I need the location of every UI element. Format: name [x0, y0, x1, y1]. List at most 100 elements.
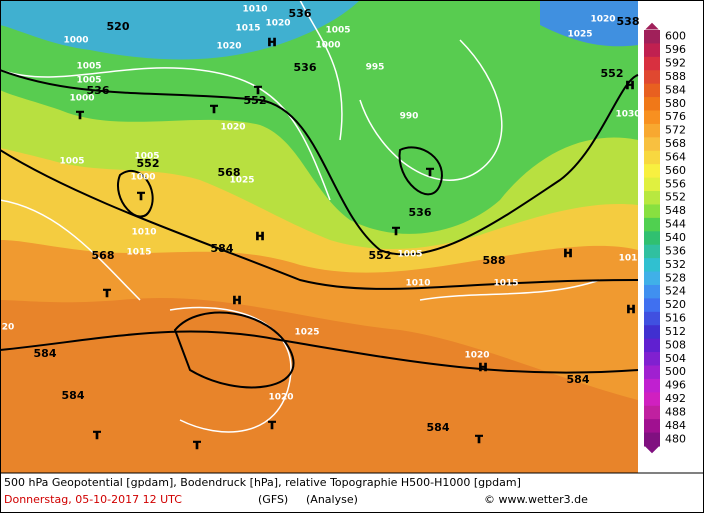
- isobar-label: 1005: [134, 152, 159, 162]
- contour-label: 588: [483, 254, 506, 267]
- colorbar-label: 540: [665, 231, 686, 244]
- contour-label: 536: [289, 7, 312, 20]
- colorbar-label: 536: [665, 244, 686, 257]
- pressure-center: H: [255, 230, 264, 243]
- isobar-label: 1005: [59, 157, 84, 167]
- isobar-label: 1000: [69, 94, 94, 104]
- isobar-label: 1020: [268, 393, 293, 403]
- colorbar-swatch: [644, 164, 660, 179]
- colorbar-label: 532: [665, 258, 686, 271]
- footer-credit: © www.wetter3.de: [484, 493, 588, 506]
- colorbar-swatch: [644, 271, 660, 286]
- contour-label: 536: [87, 84, 110, 97]
- colorbar-swatch: [644, 244, 660, 259]
- colorbar-label: 528: [665, 271, 686, 284]
- colorbar-label: 492: [665, 392, 686, 405]
- colorbar-label: 552: [665, 191, 686, 204]
- colorbar-swatch: [644, 204, 660, 219]
- colorbar-swatch: [644, 150, 660, 165]
- isobar-label: 1000: [63, 36, 88, 46]
- colorbar-label: 572: [665, 124, 686, 137]
- contour-label: 584: [62, 389, 85, 402]
- contour-label: 552: [137, 157, 160, 170]
- isobar-label: 1030: [615, 110, 640, 120]
- colorbar-swatch: [644, 432, 660, 447]
- isobar-label: 1020: [216, 42, 241, 52]
- pressure-center: H: [232, 294, 241, 307]
- isobar-label: 1015: [493, 279, 518, 289]
- colorbar-label: 588: [665, 70, 686, 83]
- colorbar-swatch: [644, 110, 660, 125]
- colorbar-label: 504: [665, 352, 686, 365]
- colorbar-label: 568: [665, 137, 686, 150]
- colorbar-swatch: [644, 177, 660, 192]
- pressure-center: T: [268, 419, 276, 432]
- isobar-label: 1020: [265, 19, 290, 29]
- contour-label: 568: [92, 249, 115, 262]
- isobar-label: 1020: [220, 123, 245, 133]
- isobar-label: 1025: [294, 328, 319, 338]
- isobar-label: 1005: [325, 26, 350, 36]
- isobars: [0, 0, 601, 433]
- contour-label: 520: [107, 20, 130, 33]
- colorbar-swatch: [644, 43, 660, 58]
- geopotential-contours: [0, 69, 639, 389]
- colorbar-swatch: [644, 338, 660, 353]
- isobar-label: 20: [2, 323, 15, 333]
- pressure-center: T: [103, 287, 111, 300]
- colorbar-label: 544: [665, 218, 686, 231]
- colorbar-swatch: [644, 231, 660, 246]
- colorbar-label: 600: [665, 30, 686, 43]
- pressure-center: T: [76, 109, 84, 122]
- colorbar-label: 512: [665, 325, 686, 338]
- pressure-center: T: [392, 225, 400, 238]
- contour-label: 584: [211, 242, 234, 255]
- isobar-label: 1000: [315, 41, 340, 51]
- pressure-center: T: [475, 433, 483, 446]
- colorbar-swatch: [644, 137, 660, 152]
- colorbar-label: 508: [665, 338, 686, 351]
- pressure-center: T: [93, 429, 101, 442]
- colorbar-swatch: [644, 258, 660, 273]
- colorbar-label: 548: [665, 204, 686, 217]
- isobar-label: 1005: [76, 62, 101, 72]
- contour-label: 536: [409, 206, 432, 219]
- colorbar-swatch: [644, 405, 660, 420]
- footer-description: 500 hPa Geopotential [gpdam], Bodendruck…: [4, 476, 521, 489]
- footer-run: (Analyse): [306, 493, 358, 506]
- colorbar-swatch: [644, 365, 660, 380]
- contour-label: 538: [617, 15, 640, 28]
- colorbar-swatch: [644, 83, 660, 98]
- colorbar-swatch: [644, 30, 660, 44]
- colorbar-label: 560: [665, 164, 686, 177]
- isobar-label: 1010: [131, 228, 156, 238]
- pressure-center: T: [210, 103, 218, 116]
- isobar-label: 995: [366, 63, 385, 73]
- contour-label: 584: [567, 373, 590, 386]
- colorbar-label: 576: [665, 110, 686, 123]
- map-background: [0, 0, 638, 473]
- colorbar-label: 484: [665, 419, 686, 432]
- pressure-center: H: [625, 79, 634, 92]
- isobar-label: 101: [619, 254, 638, 264]
- colorbar-label: 556: [665, 177, 686, 190]
- colorbar-swatch: [644, 70, 660, 85]
- isobar-label: 1010: [242, 5, 267, 15]
- isobar-label: 990: [400, 112, 419, 122]
- pressure-center: T: [426, 166, 434, 179]
- colorbar-swatch: [644, 217, 660, 232]
- colorbar-swatch: [644, 311, 660, 326]
- pressure-center: T: [193, 439, 201, 452]
- colorbar-swatch: [644, 352, 660, 366]
- colorbar-swatch: [644, 97, 660, 112]
- colorbar-label: 592: [665, 57, 686, 70]
- contour-label: 568: [218, 166, 241, 179]
- pressure-center: H: [267, 36, 276, 49]
- colorbar-label: 564: [665, 150, 686, 163]
- colorbar-swatch: [644, 191, 660, 205]
- colorbar-label: 480: [665, 432, 686, 445]
- colorbar-label: 500: [665, 365, 686, 378]
- footer-model: (GFS): [258, 493, 288, 506]
- contour-label: 584: [34, 347, 57, 360]
